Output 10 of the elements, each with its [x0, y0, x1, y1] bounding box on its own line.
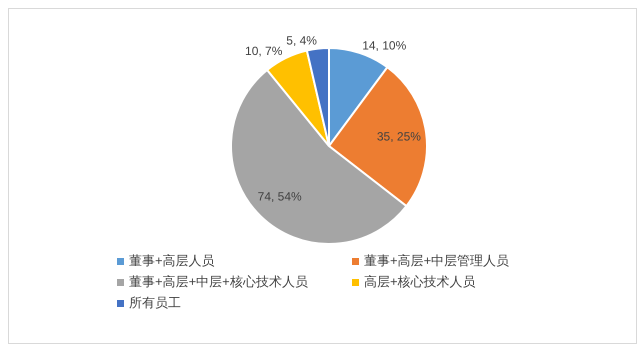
data-label: 14, 10%: [362, 38, 407, 52]
legend-label: 高层+核心技术人员: [364, 273, 476, 291]
legend-label: 董事+高层人员: [129, 252, 215, 270]
legend-label: 董事+高层+中层管理人员: [364, 252, 510, 270]
legend-label: 所有员工: [129, 294, 181, 312]
legend-label: 董事+高层+中层+核心技术人员: [129, 273, 308, 291]
data-label: 5, 4%: [286, 34, 318, 48]
data-label: 35, 25%: [376, 129, 422, 144]
data-label: 74, 54%: [258, 189, 302, 204]
data-label: 10, 7%: [245, 44, 283, 58]
